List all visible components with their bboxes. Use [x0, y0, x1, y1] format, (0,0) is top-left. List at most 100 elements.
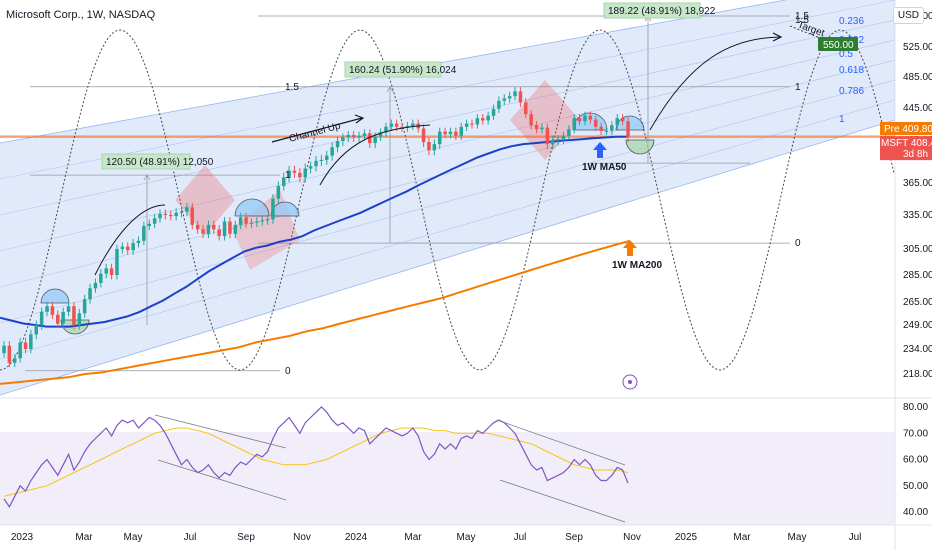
rsi-tick: 70.00	[903, 428, 928, 439]
rsi-trend-line	[499, 479, 626, 523]
rsi-line	[3, 406, 629, 508]
ma200-label: 1W MA200	[612, 260, 662, 271]
candle-body	[470, 123, 474, 125]
channel-fib-line	[0, 99, 895, 360]
candle-body	[93, 282, 98, 289]
candle-body	[389, 123, 394, 127]
candle-body	[212, 224, 216, 230]
candle-body	[72, 306, 76, 325]
candle-body	[556, 139, 560, 141]
candle-body	[438, 131, 442, 145]
candle-body	[486, 115, 490, 121]
candle-body	[545, 127, 550, 145]
candle-body	[7, 345, 12, 363]
crosshair-icon-dot	[628, 380, 632, 384]
time-tick: Jul	[849, 532, 862, 543]
candle-body	[265, 219, 270, 221]
candle-body	[99, 273, 103, 283]
candle-body	[50, 306, 55, 315]
candle-body	[368, 133, 372, 144]
candle-body	[497, 100, 501, 109]
ma50-label: 1W MA50	[582, 162, 627, 173]
candle-body	[567, 129, 571, 136]
candle-body	[271, 198, 275, 220]
candle-body	[540, 127, 544, 130]
cycle-sine-curve	[0, 29, 895, 371]
candle-body	[384, 126, 388, 133]
candle-body	[481, 118, 485, 121]
candle-body	[432, 144, 437, 151]
candle-body	[109, 268, 114, 275]
price-tick: 335.00	[903, 210, 932, 221]
price-tick: 305.00	[903, 244, 932, 255]
last-price-tag	[880, 136, 932, 161]
candle-body	[357, 135, 361, 138]
candle-body	[561, 135, 566, 140]
candle-body	[120, 246, 125, 249]
pre-price-label: Pre 409.80	[884, 124, 932, 135]
candle-body	[34, 325, 38, 335]
candle-body	[206, 224, 211, 234]
rsi-tick: 60.00	[903, 455, 928, 466]
candle-body	[620, 118, 625, 122]
candle-body	[77, 313, 82, 325]
chart-title: Microsoft Corp., 1W, NASDAQ	[6, 9, 156, 21]
level-label: 0	[795, 238, 801, 249]
candle-body	[303, 168, 307, 178]
target-arrow	[649, 36, 781, 131]
candle-body	[319, 159, 324, 161]
measure-arrow	[143, 174, 151, 181]
time-tick: Sep	[565, 532, 583, 543]
candle-body	[594, 119, 598, 127]
candle-body	[23, 342, 28, 349]
candle-body	[260, 220, 264, 222]
time-tick: Sep	[237, 532, 255, 543]
candle-body	[373, 136, 377, 144]
channel-fib-line	[0, 0, 895, 180]
measure-label: 189.22 (48.91%) 18,922	[608, 6, 716, 17]
candle-body	[572, 118, 576, 130]
channel-bottom-line	[0, 119, 895, 396]
bounce-arc	[234, 198, 270, 217]
level-label: 1.5	[795, 15, 809, 26]
fib-label: 0.786	[839, 86, 864, 97]
candle-body	[298, 172, 302, 178]
candle-body	[443, 131, 447, 135]
candle-body	[308, 166, 313, 169]
candle-body	[201, 229, 205, 234]
candle-body	[507, 96, 512, 99]
level-label: 1.5	[285, 82, 299, 93]
candle-body	[577, 118, 582, 122]
fib-label: 0.5	[839, 49, 853, 60]
candle-body	[626, 121, 630, 138]
candle-body	[518, 91, 523, 103]
rsi-tick: 40.00	[903, 507, 928, 518]
candle-body	[615, 118, 619, 126]
candle-body	[249, 222, 254, 224]
candle-body	[448, 131, 453, 135]
currency-selector[interactable]: USD	[892, 7, 924, 24]
measure-label-box	[603, 2, 701, 19]
price-tick: 365.00	[903, 178, 932, 189]
candle-body	[513, 91, 517, 97]
channel-up-band	[0, 0, 895, 395]
candle-body	[411, 123, 415, 126]
candle-body	[255, 221, 259, 223]
price-tick: 265.00	[903, 297, 932, 308]
candle-body	[13, 358, 17, 363]
candle-body	[233, 224, 238, 234]
candle-body	[604, 130, 609, 132]
candle-body	[346, 135, 350, 138]
target-price-tag	[818, 37, 858, 51]
candle-body	[217, 229, 221, 237]
candle-body	[583, 115, 587, 122]
measure-arrow	[386, 86, 394, 92]
candle-body	[330, 147, 334, 156]
candle-body	[195, 224, 200, 230]
candle-body	[454, 131, 458, 136]
candle-body	[325, 155, 329, 160]
candle-body	[351, 135, 356, 138]
candle-body	[174, 212, 178, 217]
time-tick: May	[124, 532, 143, 543]
